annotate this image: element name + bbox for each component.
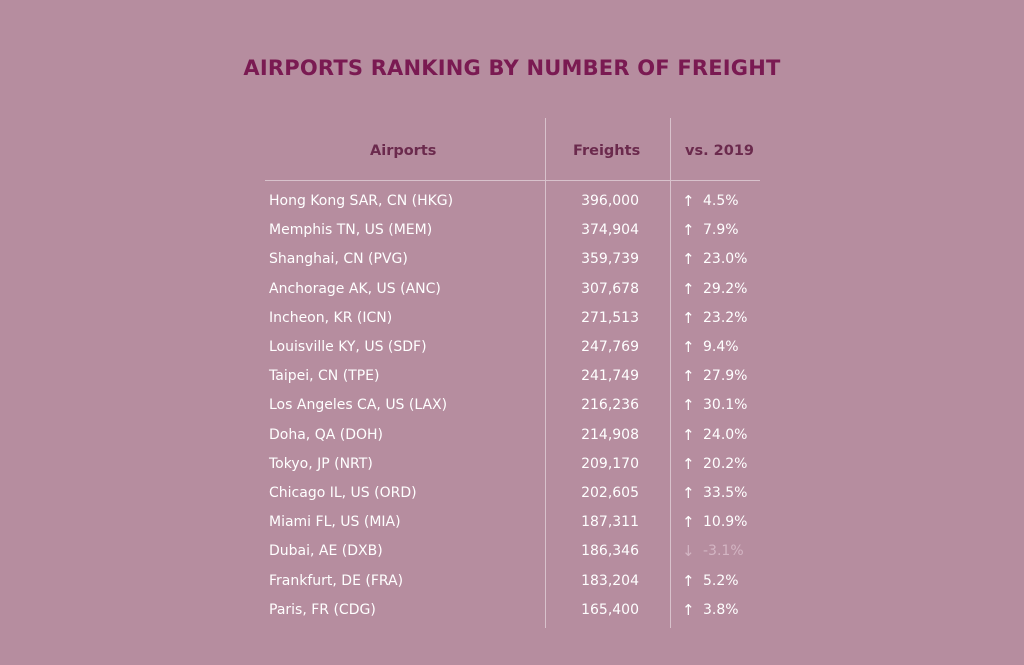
airport-name: Dubai, AE (DXB): [269, 543, 383, 560]
arrow-up-icon: ↑: [682, 308, 695, 327]
column-divider: [545, 118, 546, 628]
arrow-up-icon: ↑: [682, 396, 695, 415]
arrow-up-icon: ↑: [682, 600, 695, 619]
airport-name: Los Angeles CA, US (LAX): [269, 397, 448, 414]
table-row: Dubai, AE (DXB) 186,346 ↓ -3.1%: [0, 539, 1024, 563]
airport-name: Miami FL, US (MIA): [269, 514, 401, 531]
freight-value: 307,678: [581, 280, 639, 297]
change-value: 3.8%: [703, 601, 739, 618]
change-value: 24.0%: [703, 426, 748, 443]
table-row: Frankfurt, DE (FRA) 183,204 ↑ 5.2%: [0, 569, 1024, 593]
change-value: 33.5%: [703, 485, 748, 501]
table-row: Louisville KY, US (SDF) 247,769 ↑ 9.4%: [0, 335, 1024, 359]
arrow-up-icon: ↑: [682, 192, 695, 210]
change-value: 5.2%: [703, 572, 739, 589]
table-row: Hong Kong SAR, CN (HKG) 396,000 ↑ 4.5%: [0, 189, 1024, 213]
freight-value: 271,513: [581, 309, 639, 326]
change-value: 20.2%: [703, 455, 748, 472]
table-row: Doha, QA (DOH) 214,908 ↑ 24.0%: [0, 423, 1024, 447]
column-divider: [670, 118, 671, 628]
arrow-up-icon: ↑: [682, 484, 695, 502]
table-row: Chicago IL, US (ORD) 202,605 ↑ 33.5%: [0, 481, 1024, 505]
change-value: 23.0%: [703, 251, 748, 268]
header-divider: [265, 180, 760, 181]
freight-value: 216,236: [581, 397, 639, 414]
arrow-up-icon: ↑: [682, 454, 695, 473]
change-value: 29.2%: [703, 280, 748, 297]
freight-value: 202,605: [581, 485, 639, 501]
airport-name: Tokyo, JP (NRT): [269, 455, 373, 472]
airport-name: Louisville KY, US (SDF): [269, 339, 427, 355]
header-vs-2019: vs. 2019: [685, 143, 754, 159]
table-row: Taipei, CN (TPE) 241,749 ↑ 27.9%: [0, 364, 1024, 388]
freight-value: 187,311: [581, 514, 639, 531]
freight-value: 247,769: [581, 339, 639, 355]
arrow-up-icon: ↑: [682, 279, 695, 298]
airport-name: Taipei, CN (TPE): [269, 368, 380, 385]
table-row: Incheon, KR (ICN) 271,513 ↑ 23.2%: [0, 306, 1024, 330]
change-value: 4.5%: [703, 193, 739, 209]
airport-name: Hong Kong SAR, CN (HKG): [269, 193, 454, 209]
airport-name: Shanghai, CN (PVG): [269, 251, 408, 268]
table-row: Tokyo, JP (NRT) 209,170 ↑ 20.2%: [0, 452, 1024, 476]
arrow-up-icon: ↑: [682, 571, 695, 590]
arrow-down-icon: ↓: [682, 542, 695, 561]
header-freights: Freights: [573, 143, 641, 159]
arrow-up-icon: ↑: [682, 367, 695, 386]
freight-value: 165,400: [581, 601, 639, 618]
airport-name: Paris, FR (CDG): [269, 601, 376, 618]
airport-name: Chicago IL, US (ORD): [269, 485, 417, 501]
arrow-up-icon: ↑: [682, 513, 695, 532]
table-row: Los Angeles CA, US (LAX) 216,236 ↑ 30.1%: [0, 393, 1024, 417]
chart-title: AIRPORTS RANKING BY NUMBER OF FREIGHT: [243, 56, 781, 80]
change-value: 23.2%: [703, 309, 748, 326]
table-row: Shanghai, CN (PVG) 359,739 ↑ 23.0%: [0, 247, 1024, 271]
change-value: 27.9%: [703, 368, 748, 385]
table-row: Paris, FR (CDG) 165,400 ↑ 3.8%: [0, 598, 1024, 622]
table-row: Anchorage AK, US (ANC) 307,678 ↑ 29.2%: [0, 277, 1024, 301]
airport-name: Doha, QA (DOH): [269, 426, 383, 443]
freight-value: 209,170: [581, 455, 639, 472]
change-value: 7.9%: [703, 222, 739, 239]
table-row: Miami FL, US (MIA) 187,311 ↑ 10.9%: [0, 510, 1024, 534]
airport-name: Memphis TN, US (MEM): [269, 222, 433, 239]
header-airports: Airports: [370, 143, 437, 159]
table-row: Memphis TN, US (MEM) 374,904 ↑ 7.9%: [0, 218, 1024, 242]
freight-value: 186,346: [581, 543, 639, 560]
freight-value: 374,904: [581, 222, 639, 239]
airport-name: Anchorage AK, US (ANC): [269, 280, 441, 297]
arrow-up-icon: ↑: [682, 338, 695, 356]
airport-name: Frankfurt, DE (FRA): [269, 572, 404, 589]
change-value: 30.1%: [703, 397, 748, 414]
arrow-up-icon: ↑: [682, 221, 695, 240]
airport-name: Incheon, KR (ICN): [269, 309, 393, 326]
freight-value: 214,908: [581, 426, 639, 443]
freight-value: 359,739: [581, 251, 639, 268]
arrow-up-icon: ↑: [682, 425, 695, 444]
change-value: -3.1%: [703, 543, 744, 560]
change-value: 9.4%: [703, 339, 739, 355]
change-value: 10.9%: [703, 514, 748, 531]
freight-value: 241,749: [581, 368, 639, 385]
arrow-up-icon: ↑: [682, 250, 695, 269]
freight-value: 183,204: [581, 572, 639, 589]
freight-value: 396,000: [581, 193, 639, 209]
